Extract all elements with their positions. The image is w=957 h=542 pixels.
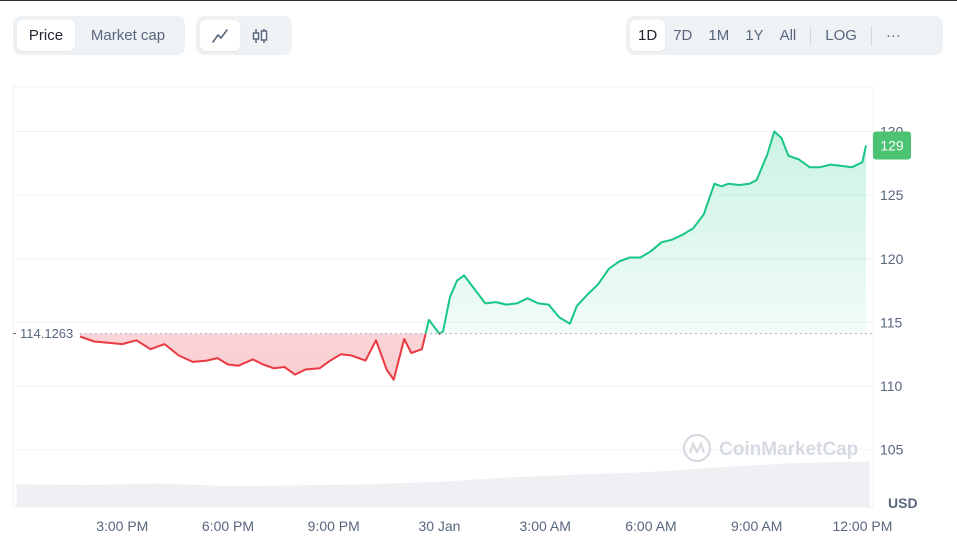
- top-border: [0, 0, 957, 1]
- y-tick-label: 120: [880, 251, 904, 267]
- y-axis-unit-label: USD: [888, 495, 918, 511]
- baseline-price-label: 114.1263: [20, 326, 73, 341]
- time-range-selector: 1D 7D 1M 1Y All LOG ···: [626, 16, 943, 55]
- watermark-text: CoinMarketCap: [719, 439, 858, 460]
- line-view-button[interactable]: [200, 20, 240, 51]
- x-tick-label: 6:00 PM: [202, 518, 254, 534]
- price-area-up: [425, 131, 866, 334]
- log-scale-button[interactable]: LOG: [825, 27, 857, 44]
- range-1d[interactable]: 1D: [630, 20, 666, 51]
- price-line-down: [79, 333, 442, 381]
- range-divider: [870, 25, 872, 46]
- more-options-button[interactable]: ···: [885, 27, 901, 44]
- x-tick-label: 9:00 AM: [731, 518, 782, 534]
- candlestick-icon: [252, 28, 268, 43]
- x-tick-label: 12:00 PM: [832, 518, 892, 534]
- x-tick-label: 30 Jan: [418, 518, 460, 534]
- x-tick-label: 3:00 AM: [520, 518, 571, 534]
- range-1m[interactable]: 1M: [708, 27, 730, 44]
- y-tick-label: 125: [880, 187, 904, 203]
- y-tick-label: 115: [880, 314, 903, 330]
- chart-view-toggle: [196, 16, 292, 55]
- y-tick-label: 110: [880, 378, 903, 394]
- coinmarketcap-logo-icon: [682, 433, 712, 463]
- range-divider: [810, 25, 812, 46]
- x-tick-label: 3:00 PM: [96, 518, 148, 534]
- price-type-toggle: Price Market cap: [13, 16, 185, 55]
- price-line-up: [424, 130, 867, 334]
- y-tick-label: 105: [880, 442, 904, 458]
- range-7d[interactable]: 7D: [673, 27, 693, 44]
- tab-market-cap[interactable]: Market cap: [90, 27, 166, 44]
- range-1y[interactable]: 1Y: [745, 27, 764, 44]
- x-tick-label: 9:00 PM: [308, 518, 360, 534]
- current-price-label: 129: [880, 138, 904, 154]
- x-tick-label: 6:00 AM: [625, 518, 676, 534]
- range-all[interactable]: All: [779, 27, 797, 44]
- price-area-down: [80, 333, 866, 380]
- tab-price[interactable]: Price: [17, 20, 75, 51]
- current-price-tag: [873, 131, 911, 160]
- volume-area: [16, 461, 870, 507]
- coinmarketcap-logo-mark: [689, 441, 705, 455]
- candlestick-view-button[interactable]: [240, 20, 280, 51]
- line-chart-icon: [212, 28, 228, 43]
